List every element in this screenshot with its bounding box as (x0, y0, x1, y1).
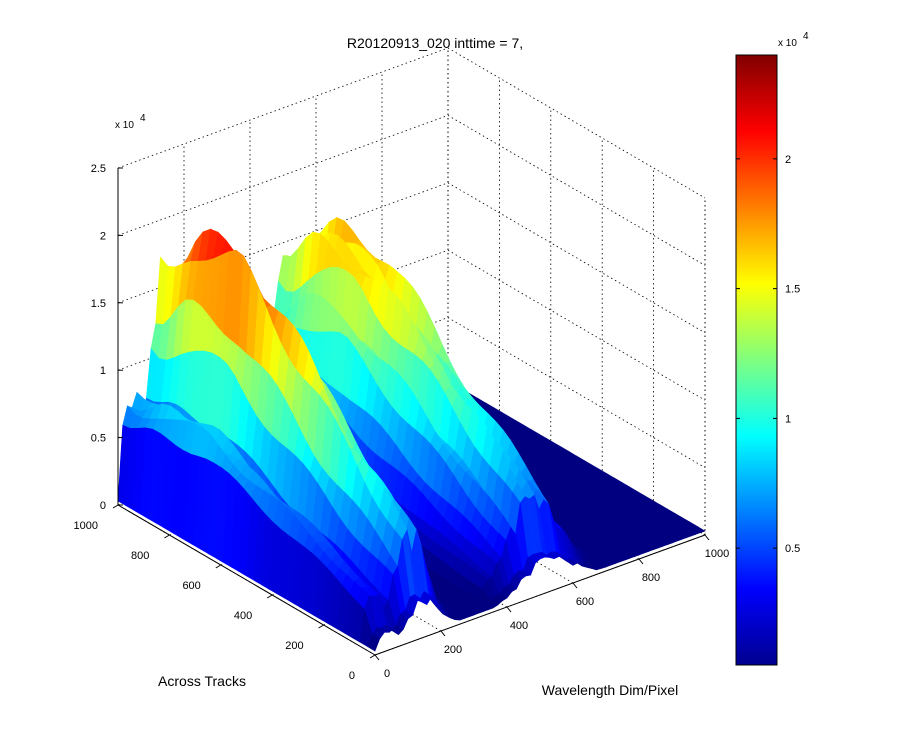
y-tick-label: 1000 (74, 520, 98, 532)
z-tick-label: 1.5 (91, 298, 106, 310)
colorbar-ticks: 0.5 1 1.5 2 (736, 154, 800, 555)
y-tick-label: 200 (285, 640, 303, 652)
chart-title: R20120913_020 inttime = 7, (347, 35, 523, 51)
z-tick-label: 2 (100, 230, 106, 242)
z-tick-label: 0 (100, 500, 106, 512)
x-axis-label: Wavelength Dim/Pixel (542, 682, 678, 698)
x-tick-label: 1000 (705, 548, 729, 560)
y-tick-label: 400 (234, 610, 252, 622)
z-multiplier-exp: 4 (140, 113, 146, 124)
surface-cell (367, 634, 381, 652)
y-tick-label: 0 (349, 670, 355, 682)
colorbar-tick-label: 2 (785, 154, 791, 166)
axes-frame (117, 168, 706, 656)
x-tick-label: 800 (642, 572, 660, 584)
y-tick-label: 800 (131, 550, 149, 562)
surface-mesh (117, 217, 706, 652)
colorbar-multiplier-exp: 4 (803, 31, 809, 42)
colorbar-tick-label: 0.5 (785, 543, 800, 555)
colorbar-tick-label: 1.5 (785, 284, 800, 296)
x-tick-label: 600 (576, 596, 594, 608)
colorbar-tick-label: 1 (785, 413, 791, 425)
tick-labels: 020040060080010000200400600800100000.511… (74, 163, 730, 682)
colorbar-multiplier: x 10 (778, 38, 797, 49)
y-axis-label: Across Tracks (158, 673, 246, 689)
z-tick-label: 0.5 (91, 433, 106, 445)
z-tick-label: 2.5 (91, 163, 106, 175)
colorbar (735, 54, 778, 666)
z-multiplier: x 10 (115, 120, 134, 131)
z-tick-label: 1 (100, 365, 106, 377)
x-tick-label: 200 (444, 644, 462, 656)
y-tick-label: 600 (182, 580, 200, 592)
x-tick-label: 0 (384, 668, 390, 680)
x-tick-label: 400 (510, 620, 528, 632)
